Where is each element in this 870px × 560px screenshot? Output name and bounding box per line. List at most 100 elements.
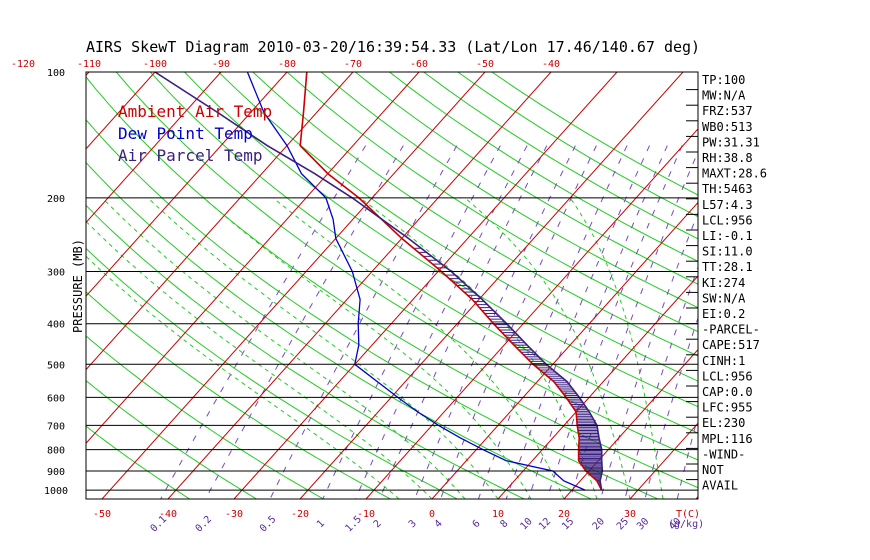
mixing-ratio-label: 1	[315, 518, 327, 530]
mixing-ratio-label: 0.5	[258, 514, 279, 535]
temp-axis-label: T(C)	[676, 509, 700, 520]
y-axis-label: PRESSURE (MB)	[71, 239, 85, 333]
stat-item: -PARCEL-	[702, 323, 760, 337]
stat-item: SI:11.0	[702, 245, 753, 259]
mixing-ratio-label: 30	[635, 516, 651, 532]
moist-adiabat	[203, 197, 532, 499]
stat-item: MW:N/A	[702, 89, 746, 103]
bottom-temp-tick: -40	[159, 509, 177, 520]
isotherm	[86, 72, 420, 445]
bottom-temp-tick: 30	[624, 509, 636, 520]
dry-adiabat	[86, 161, 592, 499]
mixing-ratio-line	[546, 145, 683, 499]
stat-item: PW:31.31	[702, 135, 760, 149]
stat-item: KI:274	[702, 276, 745, 290]
series-dew-point-temp	[246, 72, 586, 491]
moist-adiabat	[359, 197, 598, 499]
stat-item: EL:230	[702, 416, 745, 430]
dry-adiabat	[149, 72, 698, 434]
bottom-temp-tick: 0	[429, 509, 435, 520]
dry-adiabat	[86, 425, 190, 499]
mixing-ratio-label: 12	[537, 516, 553, 532]
bottom-temp-tick: -10	[357, 509, 375, 520]
top-temp-tick: -110	[77, 59, 101, 70]
isotherm	[299, 72, 684, 499]
stat-item: LCL:956	[702, 369, 753, 383]
stat-item: L57:4.3	[702, 198, 753, 212]
isotherm	[233, 72, 618, 499]
mixing-ratio-label: 6	[471, 518, 483, 530]
dry-adiabat	[86, 291, 391, 499]
mixing-ratio-label: 20	[591, 516, 607, 532]
mixing-ratio-label: 0.2	[194, 514, 215, 535]
mixing-ratio-label: 10	[518, 516, 534, 532]
stat-item: TP:100	[702, 73, 745, 87]
pressure-tick-800: 800	[47, 446, 65, 457]
mixing-ratio-line	[379, 145, 548, 499]
mixing-ratio-label: 8	[498, 518, 510, 530]
top-temp-tick: -40	[542, 59, 560, 70]
mixing-ratio-line	[322, 145, 501, 499]
pressure-tick-200: 200	[47, 194, 65, 205]
stat-item: TT:28.1	[702, 260, 753, 274]
moist-adiabat	[272, 197, 565, 499]
dry-adiabat	[115, 72, 698, 461]
moist-adiabat	[101, 197, 466, 499]
stat-item: LI:-0.1	[702, 229, 753, 243]
bottom-temp-tick: -20	[291, 509, 309, 520]
cape-hatch	[413, 247, 603, 489]
mixing-ratio-line	[160, 145, 367, 499]
isotherm	[86, 72, 288, 297]
dry-adiabat	[184, 72, 698, 408]
stat-item: CAPE:517	[702, 338, 760, 352]
pressure-tick-1000: 1000	[44, 486, 68, 497]
mixing-ratio-unit: (g/kg)	[668, 519, 704, 530]
stat-item: AVAIL	[702, 479, 738, 493]
top-temp-tick: -90	[212, 59, 230, 70]
stat-item: LCL:956	[702, 213, 753, 227]
isotherm	[563, 348, 698, 499]
dry-adiabat	[320, 72, 698, 309]
dry-adiabat	[491, 72, 698, 196]
plot-frame	[85, 71, 699, 500]
pressure-tick-600: 600	[47, 393, 65, 404]
top-temp-tick: -100	[143, 59, 167, 70]
stat-item: EI:0.2	[702, 307, 745, 321]
bottom-temp-tick: 20	[558, 509, 570, 520]
isotherm	[365, 128, 698, 499]
stat-item: FRZ:537	[702, 104, 753, 118]
stat-item: MAXT:28.6	[702, 167, 767, 181]
stat-item: CAP:0.0	[702, 385, 753, 399]
legend-dew-point-temp: Dew Point Temp	[118, 124, 253, 143]
dry-adiabat	[286, 72, 698, 333]
isotherm	[497, 275, 698, 499]
top-temp-tick: -60	[410, 59, 428, 70]
dry-adiabat	[252, 72, 698, 357]
top-temp-tick: -50	[476, 59, 494, 70]
pressure-tick-100: 100	[47, 68, 65, 79]
stat-item: -WIND-	[702, 447, 745, 461]
mixing-ratio-line	[440, 145, 597, 499]
stat-item: NOT	[702, 463, 724, 477]
chart-title: AIRS SkewT Diagram 2010-03-20/16:39:54.3…	[86, 38, 700, 56]
pressure-tick-500: 500	[47, 360, 65, 371]
isotherm	[762, 72, 870, 499]
plot-border	[85, 71, 699, 500]
stat-item: MPL:116	[702, 432, 753, 446]
stat-item: CINH:1	[702, 354, 745, 368]
mixing-ratio-label: 4	[433, 518, 445, 530]
stat-item: WB0:513	[702, 120, 753, 134]
stat-item: LFC:955	[702, 401, 753, 415]
mixing-ratio-line	[269, 145, 458, 499]
isotherm	[86, 72, 354, 371]
stat-item: SW:N/A	[702, 291, 746, 305]
legend-ambient-air-temp: Ambient Air Temp	[118, 102, 272, 121]
dry-adiabat	[86, 335, 324, 499]
isotherm	[167, 72, 552, 499]
mixing-ratio-label: 3	[407, 518, 419, 530]
series-ambient-air-temp	[299, 72, 603, 491]
dry-adiabat	[86, 204, 525, 499]
dry-adiabat	[423, 72, 698, 240]
top-temp-tick: -80	[278, 59, 296, 70]
